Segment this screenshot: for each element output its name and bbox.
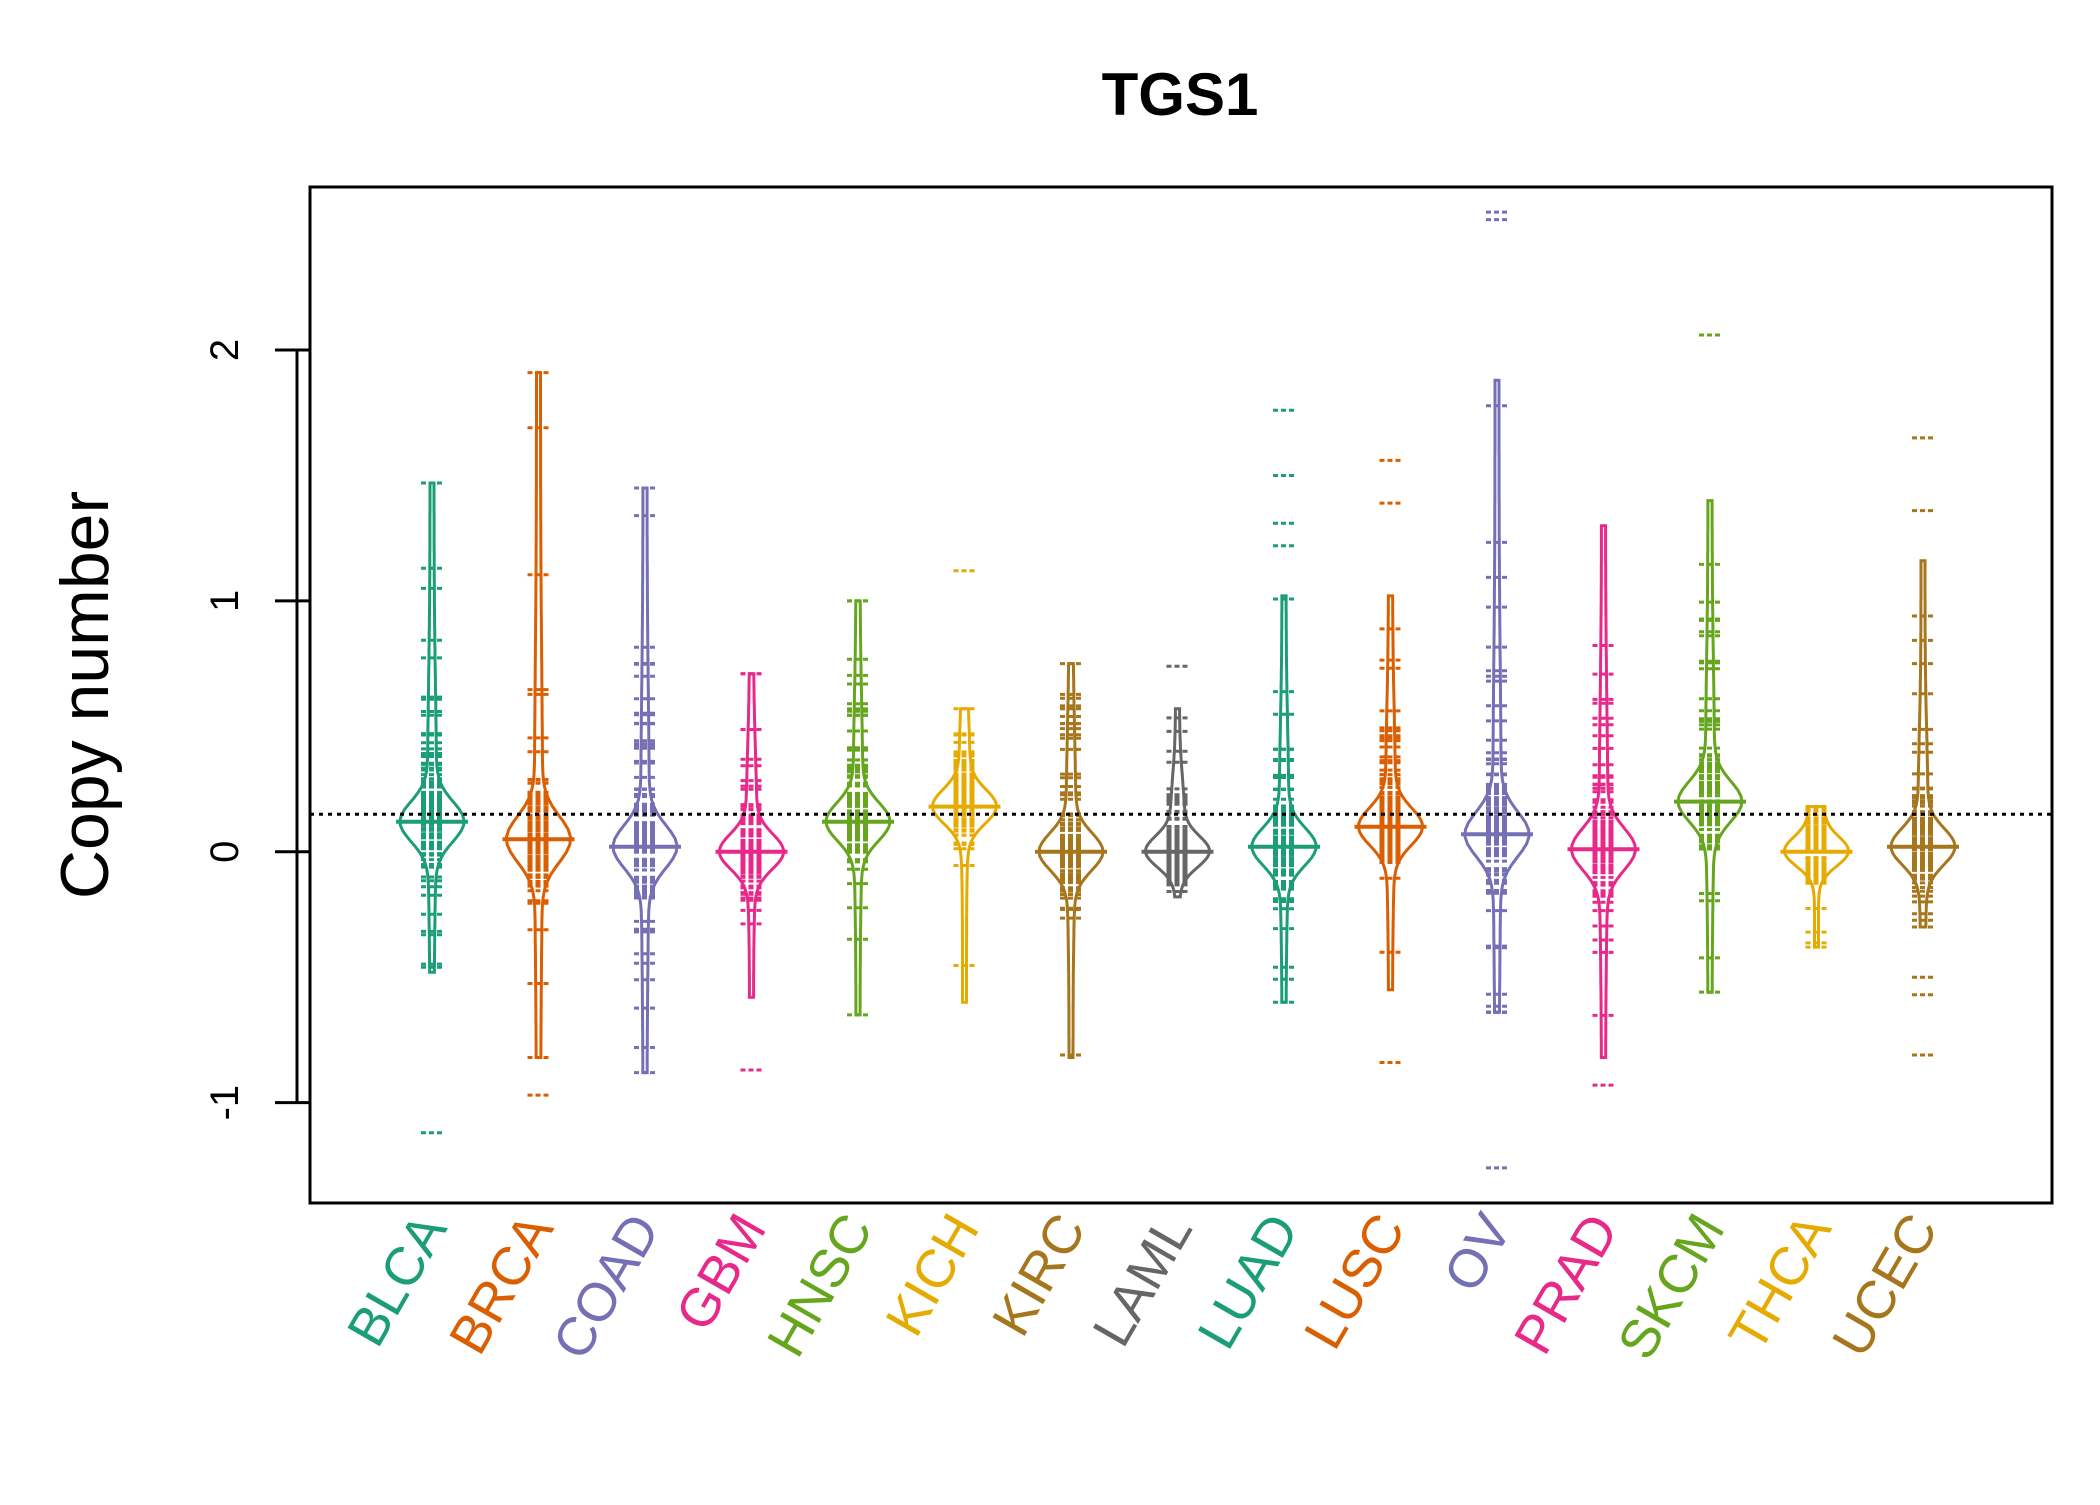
y-tick-label: 2 bbox=[203, 339, 247, 361]
bean-prad bbox=[1567, 524, 1640, 1087]
bean-brca bbox=[502, 371, 575, 1097]
category-label-luad: LUAD bbox=[1186, 1204, 1310, 1359]
y-tick-label: -1 bbox=[203, 1085, 247, 1121]
category-label-kich: KICH bbox=[874, 1204, 990, 1346]
bean-outline bbox=[1676, 499, 1744, 994]
bean-outline bbox=[504, 371, 573, 1059]
bean-outline bbox=[611, 486, 679, 1075]
category-label-gbm: GBM bbox=[664, 1204, 777, 1341]
y-axis-label: Copy number bbox=[47, 491, 123, 899]
bean-blca bbox=[396, 481, 468, 1135]
bean-gbm bbox=[715, 672, 788, 1072]
bean-coad bbox=[609, 486, 681, 1075]
bean-laml bbox=[1141, 664, 1214, 899]
category-label-ov: OV bbox=[1432, 1204, 1523, 1302]
bean-skcm bbox=[1674, 333, 1746, 994]
category-label-skcm: SKCM bbox=[1606, 1204, 1736, 1369]
y-tick-label: 1 bbox=[203, 590, 247, 612]
bean-outline bbox=[398, 481, 466, 974]
category-label-laml: LAML bbox=[1081, 1204, 1204, 1356]
bean-lusc bbox=[1354, 458, 1427, 1064]
bean-thca bbox=[1780, 805, 1853, 949]
category-label-hnsc: HNSC bbox=[756, 1204, 884, 1367]
category-label-lusc: LUSC bbox=[1293, 1204, 1417, 1359]
bean-ov bbox=[1461, 210, 1533, 1170]
y-tick-label: 0 bbox=[203, 841, 247, 863]
beans-layer bbox=[396, 210, 1959, 1170]
bean-outline bbox=[1463, 378, 1531, 1014]
bean-ucec bbox=[1887, 436, 1959, 1057]
chart-title: TGS1 bbox=[1102, 61, 1259, 128]
bean-hnsc bbox=[822, 599, 894, 1017]
bean-luad bbox=[1248, 408, 1320, 1004]
y-axis: -1 0 1 2 bbox=[203, 339, 310, 1121]
bean-kich bbox=[928, 569, 1001, 1004]
category-label-kirc: KIRC bbox=[981, 1204, 1097, 1346]
category-label-ucec: UCEC bbox=[1821, 1204, 1949, 1367]
bean-outline bbox=[930, 707, 999, 1004]
plot-frame bbox=[308, 185, 2054, 1205]
category-label-coad: COAD bbox=[541, 1204, 671, 1369]
bean-kirc bbox=[1035, 662, 1107, 1059]
